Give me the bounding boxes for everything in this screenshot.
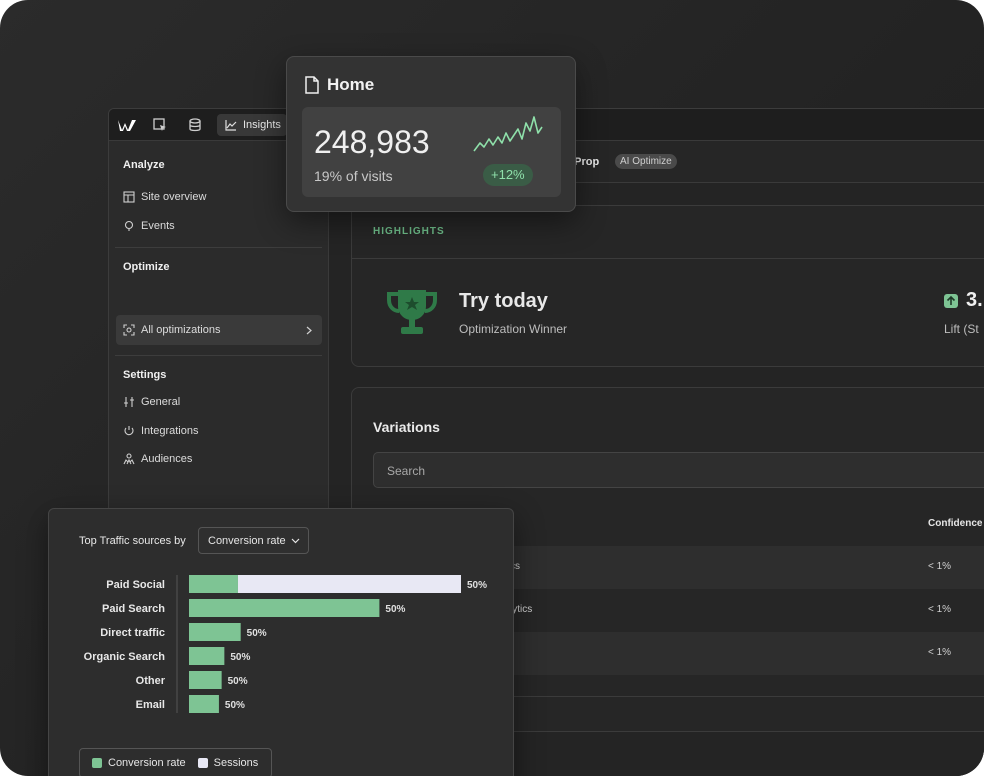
divider [115,247,322,248]
data-label: 50% [467,580,487,591]
lift-label: Lift (St [944,322,979,336]
chart-legend: Conversion rate Sessions [79,748,272,776]
lift-value: 3. [966,289,983,311]
divider [352,258,984,259]
change-badge: +12% [483,164,533,186]
arrow-up-icon [944,294,958,308]
home-page-card[interactable]: Home 248,983 19% of visits +12% [286,56,576,212]
sidebar-item-label: General [141,396,181,408]
variation-name: lytics [510,604,533,615]
traffic-bar-chart: Paid Social 50% Paid Search 50% Direct traff… [84,575,487,713]
metric-select-value: Conversion rate [208,535,286,547]
legend-swatch [197,758,208,768]
sidebar-item-label: Events [141,220,175,232]
tab-insights-label: Insights [243,119,281,131]
sidebar-item-general[interactable]: General [123,393,180,411]
search-input[interactable]: Search [373,452,984,488]
chart-line-icon [225,120,237,131]
bar-conversion[interactable] [189,647,225,665]
bar-conversion[interactable] [189,695,219,713]
divider [352,696,984,697]
data-label: 50% [247,628,267,639]
tab-insights[interactable]: Insights [217,114,287,136]
data-label: 50% [225,700,245,711]
sidebar-item-label: Site overview [141,191,207,203]
trophy-icon [387,290,437,334]
highlights-label: HIGHLIGHTS [373,226,445,237]
legend-item-sessions[interactable]: Sessions [197,757,259,769]
legend-label: Sessions [213,757,259,769]
sliders-icon [124,397,134,407]
bar-sessions[interactable] [237,575,461,593]
sidebar-item-all-optimizations[interactable] [116,315,322,345]
metric-select[interactable]: Conversion rate [198,527,309,554]
category-label: Paid Search [102,603,165,615]
bar-conversion[interactable] [189,575,238,593]
target-scan-icon [123,324,135,336]
sidebar-item-events[interactable]: Events [123,217,175,235]
home-stats-panel: 248,983 19% of visits +12% [302,107,561,197]
category-label: Email [136,699,165,711]
main-content: e Prop AI Optimize HIGHLIGHTS Try today … [329,141,984,776]
variations-title: Variations [373,419,440,435]
ai-optimize-badge: AI Optimize [615,154,677,169]
winner-subtitle: Optimization Winner [459,322,568,336]
lightbulb-icon [124,220,134,231]
traffic-sources-card: Top Traffic sources by Conversion rate P… [48,508,514,776]
plug-icon [124,426,134,436]
data-label: 50% [230,652,250,663]
legend-swatch [92,758,102,768]
bar-conversion[interactable] [189,671,222,689]
visits-count: 248,983 [314,124,430,160]
category-label: Organic Search [84,651,166,663]
sidebar-item-label: All optimizations [141,324,221,336]
sidebar-heading-settings: Settings [123,369,167,381]
cursor-select-icon[interactable] [152,117,168,133]
layout-icon [123,191,135,203]
bar-conversion[interactable] [189,623,241,641]
visits-share: 19% of visits [314,168,393,184]
sidebar-item-integrations[interactable]: Integrations [123,422,198,440]
document-icon [305,76,319,94]
bar-conversion[interactable] [189,599,380,617]
legend-label: Conversion rate [108,757,186,769]
chevron-down-icon [291,538,300,544]
highlights-card: HIGHLIGHTS Try today Optimization Winner… [351,205,984,367]
sidebar-item-all-optimizations-content[interactable]: All optimizations [123,321,220,339]
home-title: Home [327,75,375,94]
data-label: 50% [228,676,248,687]
winner-title: Try today [459,290,548,312]
category-label: Other [136,675,166,687]
column-header-confidence: Confidence [928,518,983,529]
sidebar-heading-optimize: Optimize [123,261,170,273]
divider [115,355,322,356]
traffic-title: Top Traffic sources by [79,535,186,547]
chevron-right-icon [306,326,312,335]
confidence-value: < 1% [928,604,952,615]
legend-item-conversion[interactable]: Conversion rate [92,757,186,769]
sidebar-item-audiences[interactable]: Audiences [123,450,192,468]
sidebar-item-site-overview[interactable]: Site overview [123,188,206,206]
variation-name: cs [510,561,520,572]
category-label: Direct traffic [100,627,165,639]
sparkline [473,116,543,152]
confidence-value: < 1% [928,647,952,658]
webflow-logo-icon[interactable] [117,117,137,133]
confidence-value: < 1% [928,561,952,572]
sidebar-heading-analyze: Analyze [123,159,165,171]
sidebar-item-label: Audiences [141,453,193,465]
category-label: Paid Social [106,579,165,591]
data-label: 50% [385,604,405,615]
sidebar-item-label: Integrations [141,425,199,437]
database-icon[interactable] [187,117,203,133]
users-icon [123,453,135,465]
